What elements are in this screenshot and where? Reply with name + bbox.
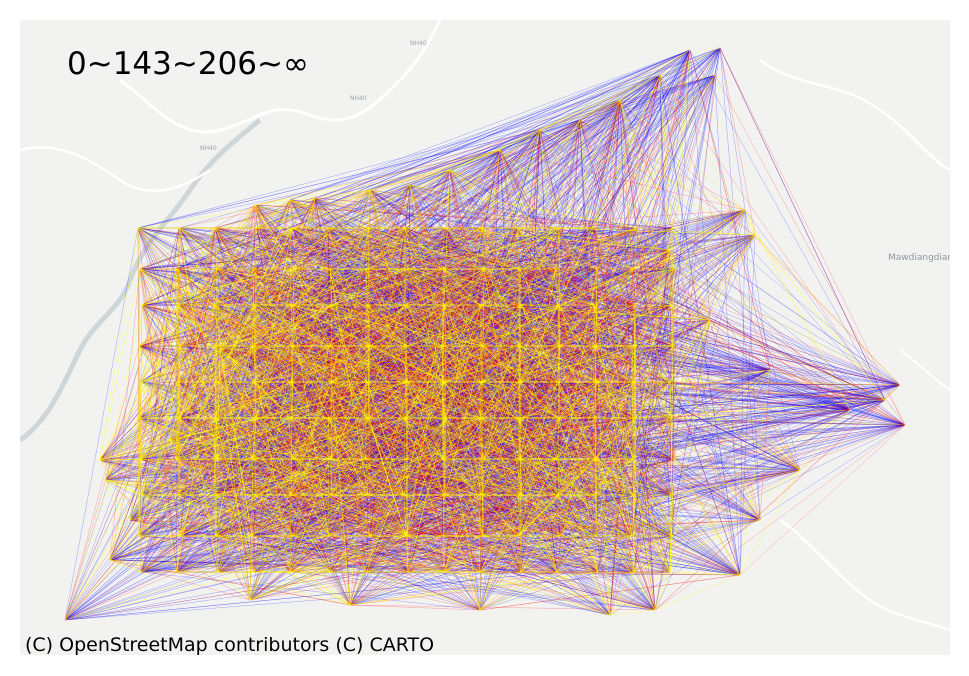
road-label: NH40: [200, 145, 217, 152]
map-attribution: (C) OpenStreetMap contributors (C) CARTO: [25, 634, 435, 656]
od-network-overlay: [64, 47, 906, 621]
road: [759, 58, 950, 172]
road: [20, 146, 211, 193]
road-label: NH40: [410, 40, 427, 47]
road: [899, 349, 950, 391]
road-label: NH40: [350, 95, 367, 102]
legend-title: 0~143~206~∞: [67, 46, 309, 82]
od-flow-layer: [64, 47, 906, 621]
road: [119, 20, 442, 134]
place-label: Mawdiangdiang: [888, 253, 950, 263]
map-canvas[interactable]: NH40 NH40 NH40 Mawdiangdiang: [20, 20, 950, 655]
river: [20, 118, 262, 443]
road: [779, 518, 950, 632]
